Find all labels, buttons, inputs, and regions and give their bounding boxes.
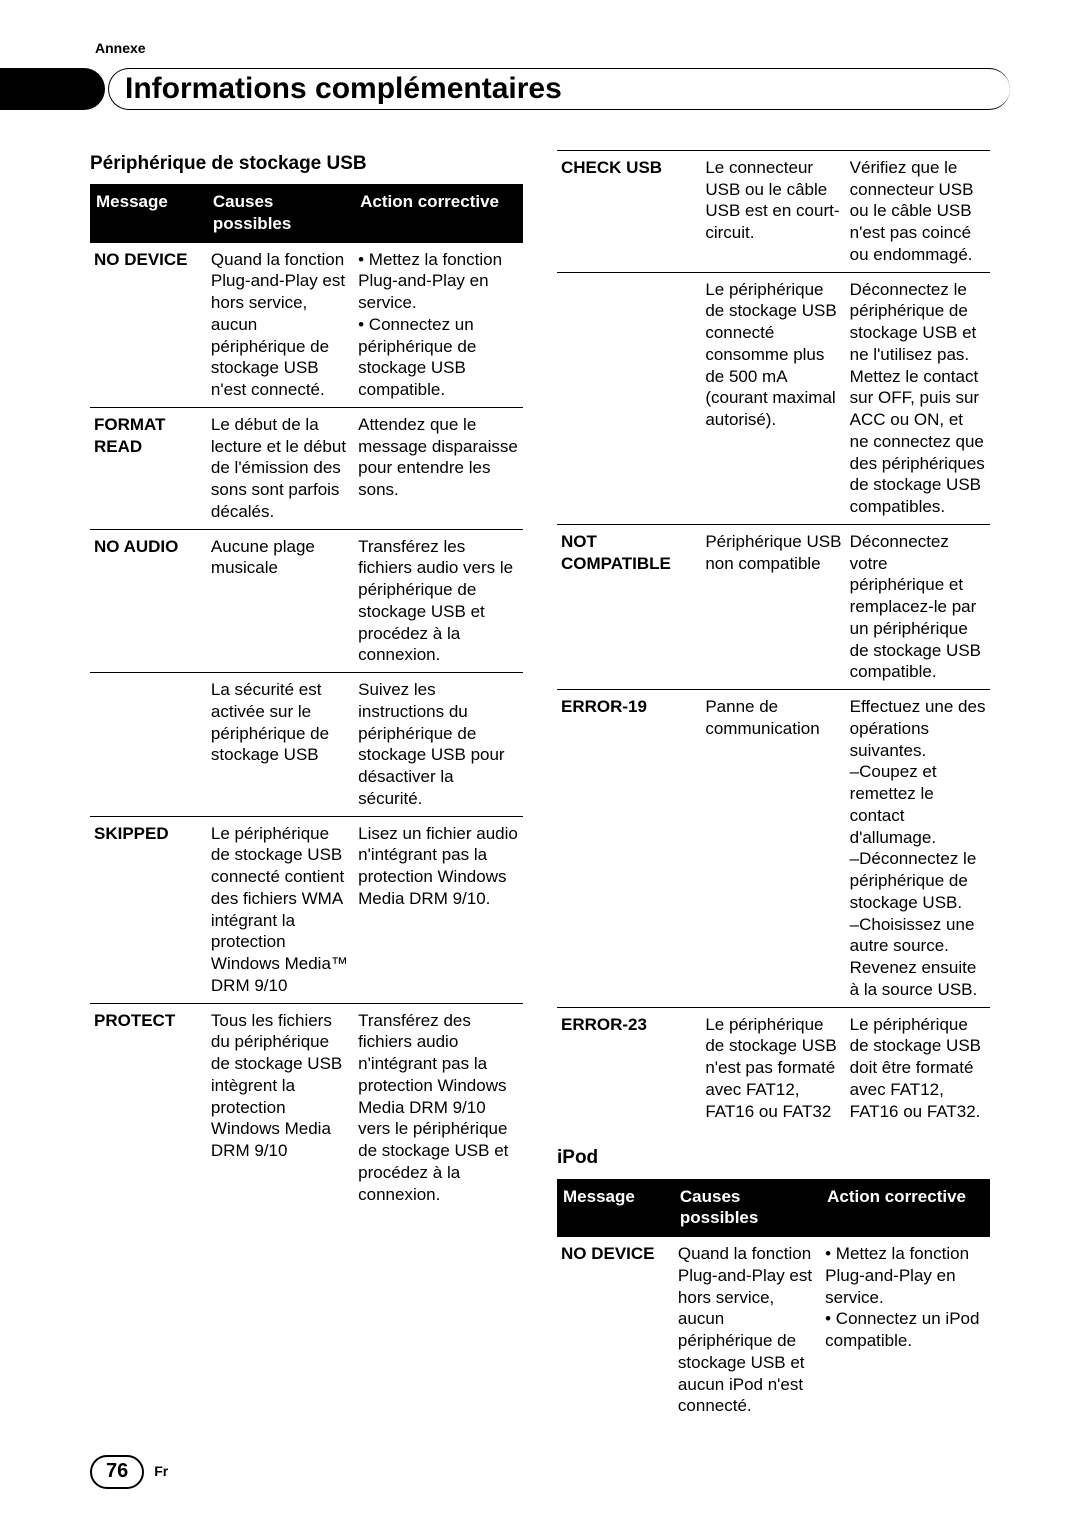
page-header: Informations complémentaires bbox=[90, 68, 990, 110]
ipod-table: Message Causes possibles Action correcti… bbox=[557, 1179, 990, 1424]
col-header-action: Action corrective bbox=[354, 184, 523, 242]
msg-cause: Panne de communication bbox=[701, 690, 845, 1008]
msg-cause: Aucune plage musicale bbox=[207, 529, 354, 673]
msg-label: SKIPPED bbox=[90, 816, 207, 1003]
page-footer: 76 Fr bbox=[90, 1455, 168, 1489]
usb-table-right: CHECK USB Le connecteur USB ou le câble … bbox=[557, 150, 990, 1129]
msg-action: Transférez des fichiers audio n'intégran… bbox=[354, 1003, 523, 1211]
msg-action: Transférez les fichiers audio vers le pé… bbox=[354, 529, 523, 673]
right-column: CHECK USB Le connecteur USB ou le câble … bbox=[557, 150, 990, 1423]
col-header-action: Action corrective bbox=[821, 1179, 990, 1237]
col-header-message: Message bbox=[557, 1179, 674, 1237]
msg-cause: Tous les fichiers du périphérique de sto… bbox=[207, 1003, 354, 1211]
left-column: Périphérique de stockage USB Message Cau… bbox=[90, 150, 523, 1423]
msg-label: NOT COMPATIBLE bbox=[557, 524, 701, 689]
usb-section-title: Périphérique de stockage USB bbox=[90, 152, 523, 176]
annexe-label: Annexe bbox=[90, 40, 990, 58]
col-header-causes: Causes possibles bbox=[674, 1179, 821, 1237]
msg-action: Déconnectez le périphérique de stockage … bbox=[846, 272, 990, 524]
msg-action: • Mettez la fonction Plug-and-Play en se… bbox=[354, 242, 523, 407]
msg-cause: Le périphérique de stockage USB n'est pa… bbox=[701, 1007, 845, 1128]
msg-label: FORMAT READ bbox=[90, 407, 207, 529]
page-number-badge: 76 bbox=[90, 1455, 144, 1489]
msg-action: Lisez un fichier audio n'intégrant pas l… bbox=[354, 816, 523, 1003]
header-black-tab bbox=[0, 68, 105, 110]
col-header-message: Message bbox=[90, 184, 207, 242]
msg-label: ERROR-23 bbox=[557, 1007, 701, 1128]
msg-label: NO AUDIO bbox=[90, 529, 207, 673]
msg-label: NO DEVICE bbox=[557, 1237, 674, 1424]
usb-table-left: Message Causes possibles Action correcti… bbox=[90, 184, 523, 1211]
msg-cause: Le périphérique de stockage USB connecté… bbox=[207, 816, 354, 1003]
msg-cause: Périphérique USB non compatible bbox=[701, 524, 845, 689]
msg-label: ERROR-19 bbox=[557, 690, 701, 1008]
msg-cause: Quand la fonction Plug-and-Play est hors… bbox=[674, 1237, 821, 1424]
msg-cause: Le connecteur USB ou le câble USB est en… bbox=[701, 150, 845, 272]
col-header-causes: Causes possibles bbox=[207, 184, 354, 242]
msg-cause: Le début de la lecture et le début de l'… bbox=[207, 407, 354, 529]
ipod-section-title: iPod bbox=[557, 1146, 990, 1170]
page-language: Fr bbox=[154, 1463, 168, 1481]
msg-cause: Quand la fonction Plug-and-Play est hors… bbox=[207, 242, 354, 407]
msg-cause: Le périphérique de stockage USB connecté… bbox=[701, 272, 845, 524]
msg-action: Vérifiez que le connecteur USB ou le câb… bbox=[846, 150, 990, 272]
msg-action: Attendez que le message disparaisse pour… bbox=[354, 407, 523, 529]
msg-action: Suivez les instructions du périphérique … bbox=[354, 673, 523, 817]
msg-action: Déconnectez votre périphérique et rempla… bbox=[846, 524, 990, 689]
msg-action: Le périphérique de stockage USB doit êtr… bbox=[846, 1007, 990, 1128]
content-columns: Périphérique de stockage USB Message Cau… bbox=[90, 150, 990, 1423]
msg-action: • Mettez la fonction Plug-and-Play en se… bbox=[821, 1237, 990, 1424]
msg-action: Effectuez une des opérations suivantes.–… bbox=[846, 690, 990, 1008]
msg-cause: La sécurité est activée sur le périphéri… bbox=[207, 673, 354, 817]
msg-label bbox=[90, 673, 207, 817]
header-title: Informations complémentaires bbox=[125, 68, 562, 110]
msg-label: PROTECT bbox=[90, 1003, 207, 1211]
msg-label: NO DEVICE bbox=[90, 242, 207, 407]
msg-label: CHECK USB bbox=[557, 150, 701, 272]
msg-label bbox=[557, 272, 701, 524]
